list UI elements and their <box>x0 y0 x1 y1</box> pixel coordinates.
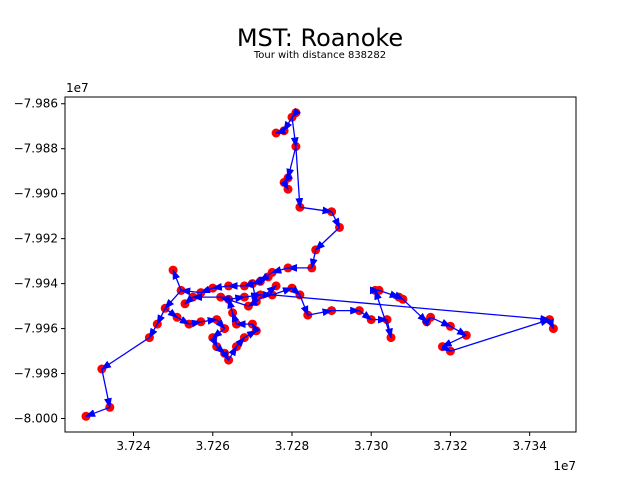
x-tick-label: 3.730 <box>354 439 388 453</box>
edge-24 <box>156 308 166 326</box>
y-tick-label: −7.988 <box>14 142 58 156</box>
x-tick-label: 3.728 <box>275 439 309 453</box>
plot-frame <box>64 96 577 433</box>
chart-subtitle: Tour with distance 838282 <box>253 50 387 61</box>
edge-25 <box>148 323 158 339</box>
edge-8 <box>299 206 333 215</box>
edge-29 <box>188 319 203 328</box>
edge-70 <box>255 285 278 303</box>
edge-64 <box>450 318 551 352</box>
edge-4 <box>286 146 297 180</box>
edge-9 <box>331 211 341 229</box>
x-tick-label: 3.732 <box>433 439 467 453</box>
edge-30 <box>200 316 218 325</box>
edge-63 <box>440 343 452 352</box>
edge-23 <box>176 316 191 325</box>
edge-62 <box>441 334 467 348</box>
edge-39 <box>251 322 261 334</box>
y-axis: −7.986 −7.988 −7.990 −7.992 −7.994 −7.996 −7.9… <box>14 97 65 426</box>
edge-32 <box>211 328 225 339</box>
edge-2 <box>274 126 286 135</box>
edge-41 <box>231 311 240 325</box>
y-tick-label: −7.986 <box>14 97 58 111</box>
edge-49 <box>307 308 333 317</box>
edge-61 <box>450 325 468 336</box>
edge-68 <box>252 276 270 285</box>
edge-43 <box>228 294 246 303</box>
edge-71 <box>247 298 259 307</box>
edge-58 <box>402 298 428 323</box>
x-tick-label: 3.726 <box>196 439 230 453</box>
edge-0 <box>291 107 301 119</box>
edge-28 <box>84 406 111 417</box>
edge-54 <box>374 289 392 338</box>
y-tick-label: −8.000 <box>14 412 58 426</box>
edge-47 <box>290 286 301 296</box>
y-tick-label: −7.994 <box>14 277 58 291</box>
edge-3 <box>290 117 299 148</box>
edge-11 <box>309 249 318 270</box>
edge-22 <box>164 307 179 319</box>
edge-59 <box>421 316 432 327</box>
edge-36 <box>228 345 238 361</box>
edge-27 <box>101 368 112 409</box>
x-tick-label: 3.734 <box>512 439 546 453</box>
edge-57 <box>393 291 405 300</box>
points-layer <box>81 108 558 421</box>
edge-10 <box>314 226 340 251</box>
chart-title: MST: Roanoke <box>236 24 404 52</box>
edge-7 <box>295 146 304 209</box>
edge-51 <box>358 310 373 321</box>
edge-13 <box>270 266 289 274</box>
y-offset-label: 1e7 <box>66 81 89 95</box>
edge-19 <box>179 287 201 296</box>
edge-72 <box>219 296 249 307</box>
edge-37 <box>235 336 246 348</box>
edge-35 <box>220 350 230 362</box>
edges-layer <box>84 107 554 417</box>
edge-60 <box>430 316 452 327</box>
edge-20 <box>172 268 182 291</box>
edge-31 <box>215 319 226 330</box>
y-tick-label: −7.996 <box>14 322 58 336</box>
y-tick-label: −7.990 <box>14 187 58 201</box>
x-axis: 3.724 3.726 3.728 3.730 3.732 3.734 <box>116 432 547 453</box>
edge-74 <box>184 294 195 305</box>
edge-21 <box>164 289 182 310</box>
y-tick-label: −7.992 <box>14 232 58 246</box>
edge-26 <box>100 337 150 370</box>
y-tick-label: −7.998 <box>14 367 58 381</box>
edge-6 <box>280 179 289 191</box>
edge-18 <box>199 285 214 294</box>
x-offset-label: 1e7 <box>553 459 576 473</box>
x-tick-label: 3.724 <box>116 439 150 453</box>
edge-48 <box>299 294 309 317</box>
edge-66 <box>272 294 551 323</box>
edge-17 <box>211 282 229 291</box>
